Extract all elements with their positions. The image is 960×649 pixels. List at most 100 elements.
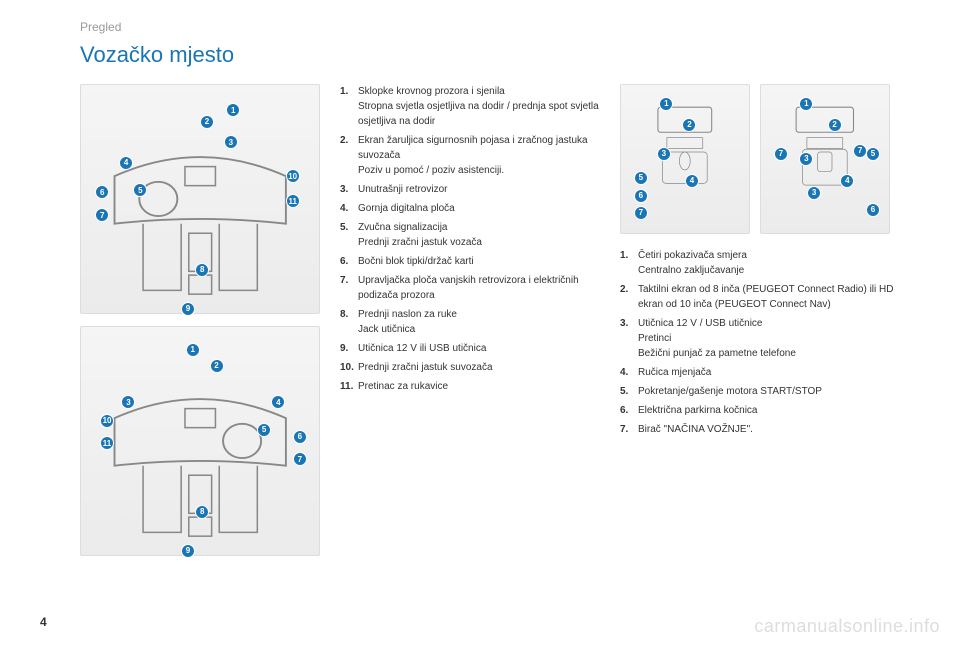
list-item-number: 6. <box>620 403 638 418</box>
console-diagram-b: 123345677 <box>760 84 890 234</box>
list-column-mid: 1.Sklopke krovnog prozora i sjenilaStrop… <box>340 84 600 556</box>
list-item-number: 4. <box>340 201 358 216</box>
callout-marker: 5 <box>866 147 880 161</box>
list-item-text: Unutrašnji retrovizor <box>358 182 600 197</box>
list-item: 2.Ekran žaruljica sigurnosnih pojasa i z… <box>340 133 600 178</box>
page-title: Vozačko mjesto <box>80 42 920 68</box>
content-row: 1234567891011 1234567891011 1.Sklopke kr… <box>80 84 920 556</box>
list-item-text: Pretinac za rukavice <box>358 379 600 394</box>
callout-marker: 7 <box>293 452 307 466</box>
list-item: 1.Četiri pokazivača smjeraCentralno zakl… <box>620 248 900 278</box>
callout-marker: 9 <box>181 544 195 558</box>
list-item-line: Taktilni ekran od 8 inča (PEUGEOT Connec… <box>638 282 900 312</box>
list-item-line: Četiri pokazivača smjera <box>638 248 900 263</box>
list-item-number: 2. <box>340 133 358 178</box>
callout-marker: 1 <box>226 103 240 117</box>
list-item-text: Četiri pokazivača smjeraCentralno zaklju… <box>638 248 900 278</box>
callout-marker: 11 <box>286 194 300 208</box>
callout-marker: 8 <box>195 263 209 277</box>
callout-marker: 8 <box>195 505 209 519</box>
callout-marker: 2 <box>828 118 842 132</box>
list-item-line: Prednji zračni jastuk vozača <box>358 235 600 250</box>
list-item-line: Sklopke krovnog prozora i sjenila <box>358 84 600 99</box>
list-item: 6.Električna parkirna kočnica <box>620 403 900 418</box>
callout-marker: 7 <box>634 206 648 220</box>
console-sketch-icon <box>640 100 730 190</box>
list-item-line: Jack utičnica <box>358 322 600 337</box>
list-item-number: 3. <box>340 182 358 197</box>
callout-marker: 6 <box>866 203 880 217</box>
list-item-line: Ekran žaruljica sigurnosnih pojasa i zra… <box>358 133 600 163</box>
callout-marker: 4 <box>685 174 699 188</box>
list-item-line: Stropna svjetla osjetljiva na dodir / pr… <box>358 99 600 129</box>
list-item-line: Utičnica 12 V / USB utičnice <box>638 316 900 331</box>
section-label: Pregled <box>80 20 920 34</box>
list-column-right: 1234567 123345677 1.Četiri pokazivača sm… <box>620 84 900 556</box>
list-item-number: 4. <box>620 365 638 380</box>
list-item-line: Bežični punjač za pametne telefone <box>638 346 900 361</box>
list-item: 3.Unutrašnji retrovizor <box>340 182 600 197</box>
list-item: 7.Upravljačka ploča vanjskih retrovizora… <box>340 273 600 303</box>
list-item-number: 8. <box>340 307 358 337</box>
callout-marker: 2 <box>200 115 214 129</box>
callout-marker: 9 <box>181 302 195 316</box>
list-item-text: Električna parkirna kočnica <box>638 403 900 418</box>
list-item-line: Prednji zračni jastuk suvozača <box>358 360 600 375</box>
list-item: 10.Prednji zračni jastuk suvozača <box>340 360 600 375</box>
list-item-number: 9. <box>340 341 358 356</box>
callout-marker: 4 <box>119 156 133 170</box>
list-item-number: 1. <box>620 248 638 278</box>
list-item-number: 7. <box>340 273 358 303</box>
list-item-text: Gornja digitalna ploča <box>358 201 600 216</box>
console-diagram-row: 1234567 123345677 <box>620 84 900 234</box>
list-item-number: 5. <box>340 220 358 250</box>
list-item-text: Upravljačka ploča vanjskih retrovizora i… <box>358 273 600 303</box>
console-diagram-a: 1234567 <box>620 84 750 234</box>
list-item: 8.Prednji naslon za rukeJack utičnica <box>340 307 600 337</box>
list-item-line: Ručica mjenjača <box>638 365 900 380</box>
list-item-text: Zvučna signalizacijaPrednji zračni jastu… <box>358 220 600 250</box>
list-item-line: Prednji naslon za ruke <box>358 307 600 322</box>
callout-marker: 3 <box>807 186 821 200</box>
list-item-number: 5. <box>620 384 638 399</box>
list-item-number: 1. <box>340 84 358 129</box>
callout-marker: 2 <box>210 359 224 373</box>
callout-marker: 10 <box>100 414 114 428</box>
list-item-text: Birač "NAČINA VOŽNJE". <box>638 422 900 437</box>
list-item-number: 11. <box>340 379 358 394</box>
callout-marker: 7 <box>774 147 788 161</box>
list-item: 4.Ručica mjenjača <box>620 365 900 380</box>
callout-marker: 2 <box>682 118 696 132</box>
list-item-line: Pretinci <box>638 331 900 346</box>
list-item-text: Sklopke krovnog prozora i sjenilaStropna… <box>358 84 600 129</box>
list-item-text: Ručica mjenjača <box>638 365 900 380</box>
list-item-number: 6. <box>340 254 358 269</box>
list-item-number: 2. <box>620 282 638 312</box>
list-item: 3.Utičnica 12 V / USB utičnicePretinciBe… <box>620 316 900 361</box>
list-item-line: Zvučna signalizacija <box>358 220 600 235</box>
list-item-text: Bočni blok tipki/držač karti <box>358 254 600 269</box>
list-item: 4.Gornja digitalna ploča <box>340 201 600 216</box>
page-number: 4 <box>40 615 47 629</box>
watermark-text: carmanualsonline.info <box>754 616 940 637</box>
callout-marker: 6 <box>634 189 648 203</box>
list-item-line: Gornja digitalna ploča <box>358 201 600 216</box>
list-item-text: Pokretanje/gašenje motora START/STOP <box>638 384 900 399</box>
callout-marker: 1 <box>186 343 200 357</box>
list-item-line: Upravljačka ploča vanjskih retrovizora i… <box>358 273 600 303</box>
callout-marker: 5 <box>634 171 648 185</box>
list-item-line: Električna parkirna kočnica <box>638 403 900 418</box>
diagrams-column: 1234567891011 1234567891011 <box>80 84 320 556</box>
list-item-text: Ekran žaruljica sigurnosnih pojasa i zra… <box>358 133 600 178</box>
list-item: 9.Utičnica 12 V ili USB utičnica <box>340 341 600 356</box>
list-item: 1.Sklopke krovnog prozora i sjenilaStrop… <box>340 84 600 129</box>
list-item: 2.Taktilni ekran od 8 inča (PEUGEOT Conn… <box>620 282 900 312</box>
dashboard-sketch-icon <box>105 361 295 551</box>
list-item: 5.Pokretanje/gašenje motora START/STOP <box>620 384 900 399</box>
list-item-line: Pokretanje/gašenje motora START/STOP <box>638 384 900 399</box>
callout-marker: 3 <box>799 152 813 166</box>
list-item-line: Unutrašnji retrovizor <box>358 182 600 197</box>
callout-marker: 10 <box>286 169 300 183</box>
list-item-line: Birač "NAČINA VOŽNJE". <box>638 422 900 437</box>
list-item-line: Utičnica 12 V ili USB utičnica <box>358 341 600 356</box>
